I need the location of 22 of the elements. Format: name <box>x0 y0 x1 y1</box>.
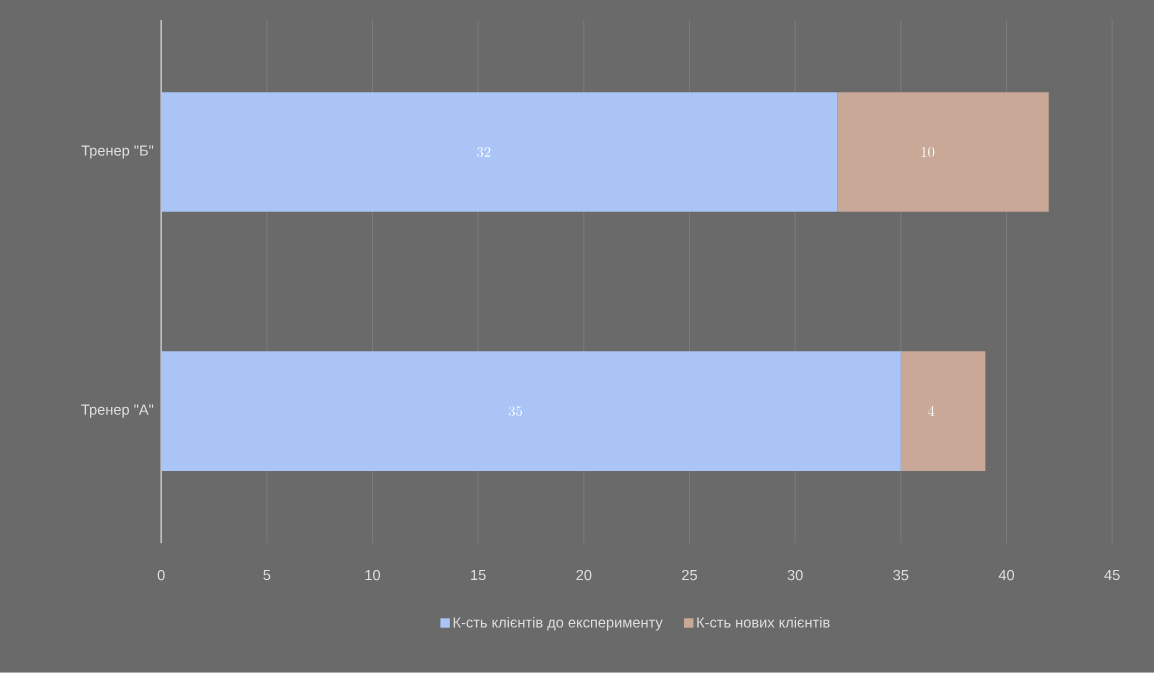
data-label: 35 <box>508 406 523 417</box>
x-tick-label: 15 <box>471 569 486 581</box>
legend-label: К-сть нових клієнтів <box>697 616 830 628</box>
data-label: 32 <box>477 147 491 158</box>
x-tick-label: 35 <box>893 569 909 581</box>
x-tick-label: 0 <box>157 569 165 581</box>
x-tick-label: 45 <box>1104 569 1120 581</box>
bar <box>900 351 986 472</box>
data-label: 10 <box>921 147 935 158</box>
bar <box>837 92 1049 212</box>
x-tick-label: 5 <box>263 569 271 581</box>
x-tick-label: 10 <box>365 569 381 581</box>
y-tick-label: Тренер "Б" <box>81 145 154 159</box>
bar <box>161 92 838 212</box>
x-tick-label: 30 <box>787 569 803 581</box>
data-label: 4 <box>927 406 935 416</box>
bar <box>161 351 901 472</box>
x-tick-label: 25 <box>682 569 697 581</box>
legend-label: К-сть клієнтів до експерименту <box>453 616 663 631</box>
x-tick-label: 20 <box>576 569 592 581</box>
x-tick-label: 40 <box>998 569 1015 581</box>
y-tick-label: Тренер "А" <box>81 404 154 418</box>
